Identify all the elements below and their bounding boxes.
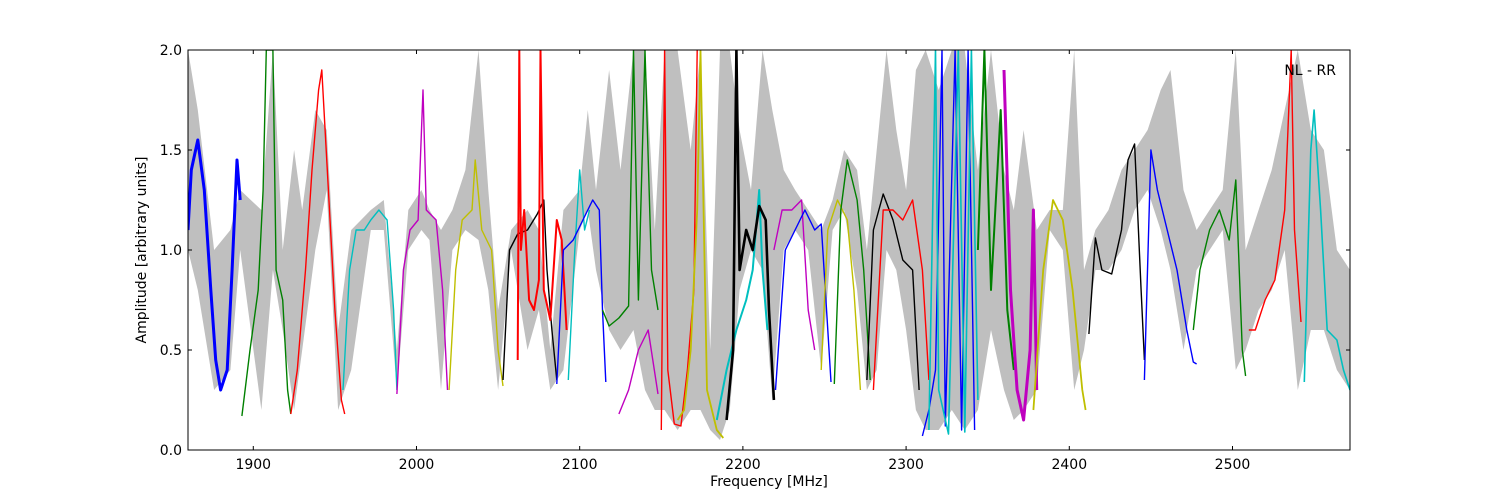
series-line-29: [1143, 149, 1197, 381]
y-tick-label: 1.5: [160, 143, 182, 159]
series-line-11: [601, 50, 659, 327]
plot-area: [188, 50, 1350, 440]
y-tick-label: 0.0: [160, 443, 182, 459]
series-line-9: [567, 169, 591, 381]
x-tick-label: 2300: [888, 457, 924, 473]
series-line-21: [866, 193, 920, 391]
series-line-10: [556, 199, 607, 385]
x-tick-label: 2000: [399, 457, 435, 473]
x-tick-label: 1900: [235, 457, 271, 473]
envelope-band: [188, 50, 1350, 440]
series-line-27: [1032, 199, 1087, 411]
series-line-16: [725, 50, 776, 421]
series-line-2: [241, 50, 292, 417]
x-tick-label: 2500: [1215, 457, 1251, 473]
series-line-28: [1088, 143, 1146, 361]
x-tick-label: 2200: [725, 457, 761, 473]
series-line-5: [396, 89, 449, 395]
series-line-32: [1303, 109, 1350, 391]
y-axis-title: Amplitude [arbitrary units]: [134, 157, 150, 344]
series-line-20: [833, 159, 871, 385]
series-line-3: [290, 69, 346, 415]
series-line-19: [820, 199, 862, 391]
series-line-8: [516, 50, 568, 361]
series-line-4: [342, 209, 398, 391]
series-line-17: [773, 199, 816, 351]
y-tick-label: 0.5: [160, 343, 182, 359]
series-line-12: [618, 329, 659, 415]
series-line-25: [976, 50, 1015, 371]
series-line-22: [872, 199, 930, 391]
y-axis: 0.0 0.5 1.0 1.5 2.0: [160, 43, 1350, 459]
x-axis-title: Frequency [MHz]: [710, 474, 828, 490]
y-tick-label: 1.0: [160, 243, 182, 259]
series-line-30: [1192, 179, 1247, 377]
series-line-26: [1002, 69, 1039, 422]
series-line-14: [676, 50, 724, 439]
x-axis: 1900 2000 2100 2200 2300 2400 2500: [235, 50, 1250, 473]
series-line-23: [921, 50, 976, 437]
chart-annotation: NL - RR: [1284, 63, 1336, 79]
series-line-18: [774, 209, 832, 391]
y-tick-label: 2.0: [160, 43, 182, 59]
series-line-24: [928, 50, 979, 435]
x-tick-label: 2100: [562, 457, 598, 473]
series-line-15: [715, 189, 769, 421]
series-line-1: [188, 138, 242, 392]
x-tick-label: 2400: [1051, 457, 1087, 473]
series-line-6: [448, 159, 504, 391]
series-line-31: [1248, 50, 1302, 331]
